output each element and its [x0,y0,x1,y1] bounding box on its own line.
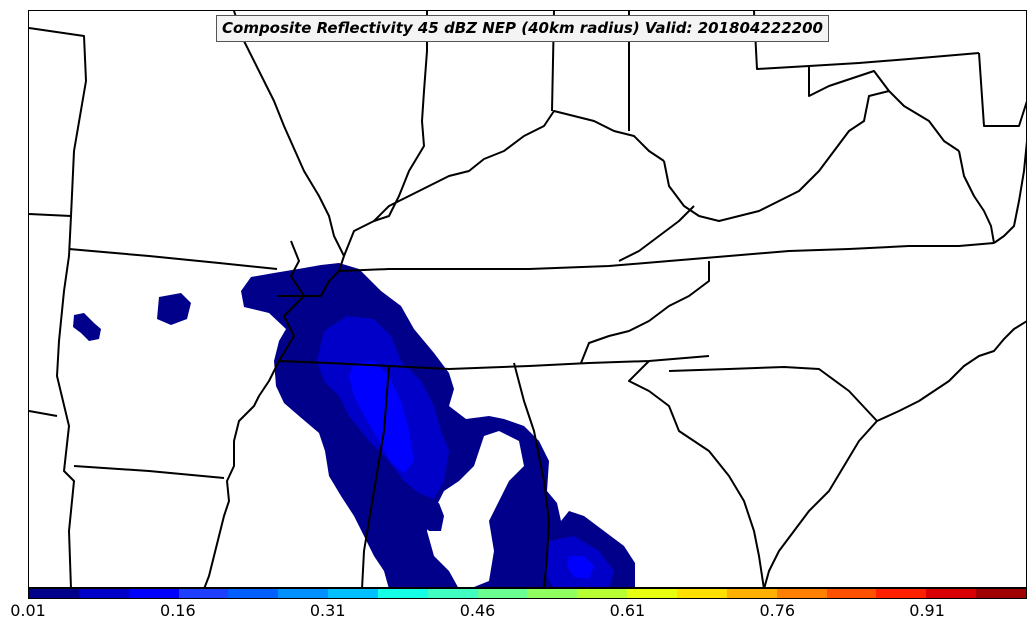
probability-area-high [349,361,414,473]
state-line-western-border [29,27,87,587]
state-line-tennessee-south [278,355,710,370]
state-line-virginia-kentucky [618,205,695,262]
state-line-delaware [978,52,1026,127]
map-title: Composite Reflectivity 45 dBZ NEP (40km … [216,15,829,42]
state-line-kentucky-tennessee [338,242,995,272]
state-line-georgia-sc [628,360,765,587]
colorbar-tick-label: 0.76 [759,601,796,620]
state-line-west-virginia [663,90,960,222]
colorbar-swatch [29,589,79,598]
state-line-va-coast [993,140,1026,244]
colorbar-swatch [328,589,378,598]
colorbar-tick-label: 0.01 [10,601,46,620]
colorbar-swatch [876,589,927,598]
colorbar-swatch [427,589,478,598]
colorbar-swatch [477,589,528,598]
state-line-nc-sc [668,366,878,422]
colorbar-tick-labels: 0.01 0.16 0.31 0.46 0.61 0.76 0.91 [0,599,1036,629]
state-line-arkansas-south [73,465,225,479]
colorbar-tick-label: 0.61 [609,601,646,620]
colorbar-tick-label: 0.31 [309,601,346,620]
colorbar-swatch [178,589,229,598]
state-line-missouri-bootheel [277,270,340,297]
probability-area-low [157,293,191,325]
colorbar-swatch [826,589,877,598]
state-line-illinois-indiana [343,11,428,257]
colorbar-swatch [926,589,977,598]
probability-area-low [73,313,101,341]
probability-shading [73,263,635,587]
colorbar-swatch [577,589,628,598]
state-line-arkansas-north [68,248,278,270]
colorbar-tick-label: 0.46 [459,601,496,620]
colorbar-swatch [377,589,428,598]
colorbar-tick-label: 0.16 [160,601,196,620]
colorbar-swatch [128,589,179,598]
colorbar-swatch [527,589,578,598]
state-line-kansas-missouri [29,213,72,217]
colorbar-tick-label: 0.91 [909,601,945,620]
colorbar-swatch [776,589,827,598]
map-panel [28,10,1027,588]
state-line-maryland [808,66,890,97]
colorbar-swatch [627,589,677,598]
colorbar-swatch [676,589,727,598]
state-line-oklahoma [29,410,58,417]
state-line-ohio-river [373,110,665,222]
colorbar-swatch [78,589,129,598]
state-line-mississippi-river [203,240,305,587]
state-line-tn-nc [580,261,710,364]
state-boundaries [29,11,1026,587]
probability-area-high [567,556,594,579]
chesapeake-bay [958,150,995,244]
state-line-sc-coast [763,420,878,587]
state-line-mississippi-alabama [361,365,390,587]
map-canvas [29,11,1026,587]
state-line-carolina-coast [876,320,1026,422]
probability-area-low [421,503,444,531]
colorbar-swatch [278,589,329,598]
state-line-illinois-missouri [233,11,345,272]
colorbar-swatch [228,589,279,598]
colorbar-swatch [976,589,1026,598]
state-line-alabama-georgia [513,362,550,587]
probability-colorbar [28,588,1027,599]
colorbar-swatch [726,589,777,598]
